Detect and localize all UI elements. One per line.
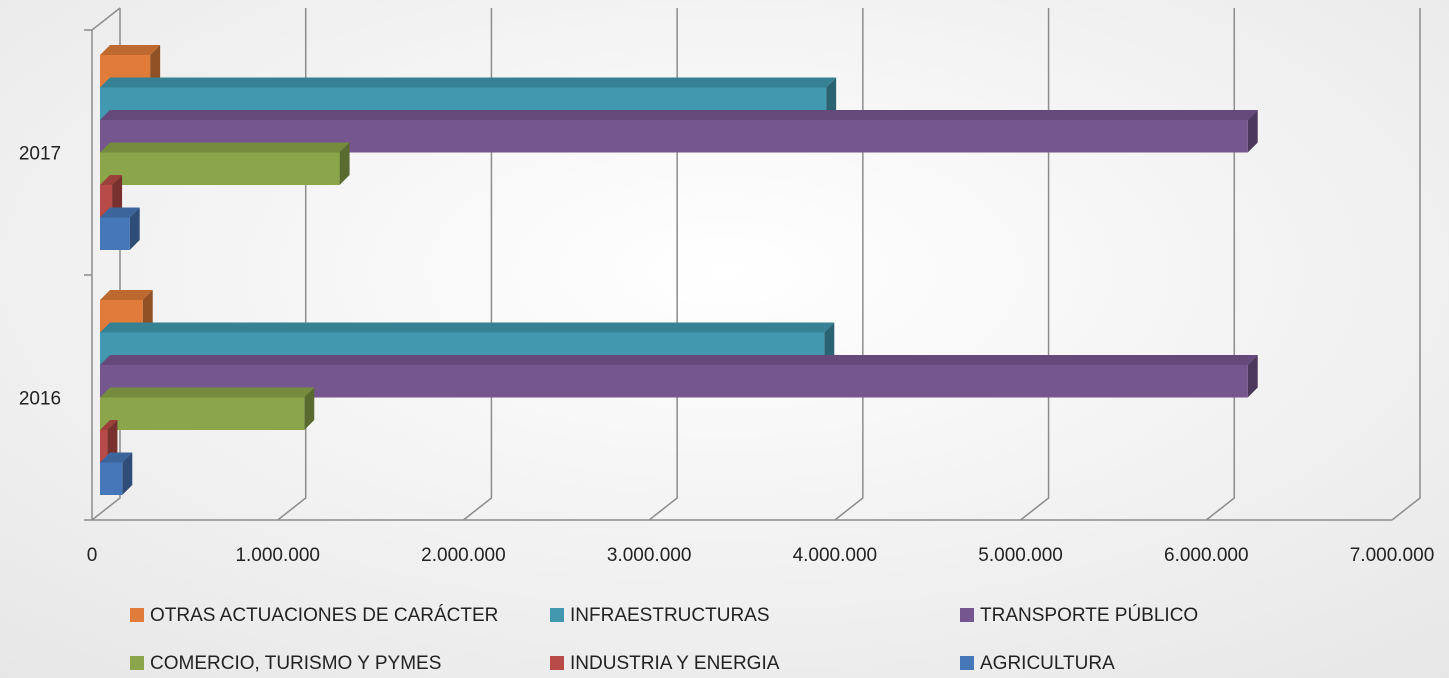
bar-side [826,77,837,120]
legend-swatch [550,656,564,670]
grid-line [462,8,493,521]
bar-side [1247,355,1258,398]
y-tick-label: 2017 [19,144,61,165]
y-tick-label: 2016 [19,389,61,410]
bar-top [100,387,315,398]
x-tick-label: 4.000.000 [793,545,878,566]
legend-label: TRANSPORTE PÚBLICO [980,604,1198,626]
bar-side [122,452,133,495]
bar-top [100,322,835,333]
x-tick-label: 0 [87,545,98,566]
legend-swatch [960,656,974,670]
legend-swatch [130,656,144,670]
bar-side [339,142,350,185]
legend-swatch [130,608,144,622]
bar-top [100,355,1258,365]
bar-top [100,142,350,153]
legend-swatch [550,608,564,622]
bar-side [824,322,835,365]
legend-label: AGRICULTURA [980,653,1115,674]
x-tick-label: 3.000.000 [607,545,692,566]
bar [100,397,305,430]
bar-side [112,175,123,218]
x-tick-label: 1.000.000 [235,545,320,566]
bar-top [100,290,153,300]
legend-swatch [960,608,974,622]
x-tick-label: 2.000.000 [421,545,506,566]
bar-top [100,207,140,218]
legend-label: COMERCIO, TURISMO Y PYMES [150,653,441,674]
x-tick-label: 6.000.000 [1164,545,1249,566]
bar-top [100,110,1258,120]
legend-label: OTRAS ACTUACIONES DE CARÁCTER [150,605,498,626]
bar-top [100,77,837,88]
bar [100,152,340,185]
bar [100,217,130,250]
grid-line [1205,8,1236,521]
bar [100,430,108,463]
bar [100,462,123,495]
grid-line [1391,8,1421,521]
legend-label: INFRAESTRUCTURAS [570,605,770,626]
x-tick-label: 7.000.000 [1350,545,1435,566]
grid-line [648,8,678,521]
grid-line [834,8,864,521]
grid-line [1020,8,1050,521]
bar-top [100,175,123,185]
bar-side [129,207,140,250]
bar-top [100,452,133,463]
bar-side [150,45,161,88]
bar-side [107,420,118,463]
bar-side [142,290,153,333]
bar-side [1247,110,1258,153]
legend-label: INDUSTRIA Y ENERGIA [570,653,780,674]
bar-top [100,420,118,430]
bar-top [100,45,161,55]
x-tick-label: 5.000.000 [978,545,1063,566]
bar-side [304,387,315,430]
